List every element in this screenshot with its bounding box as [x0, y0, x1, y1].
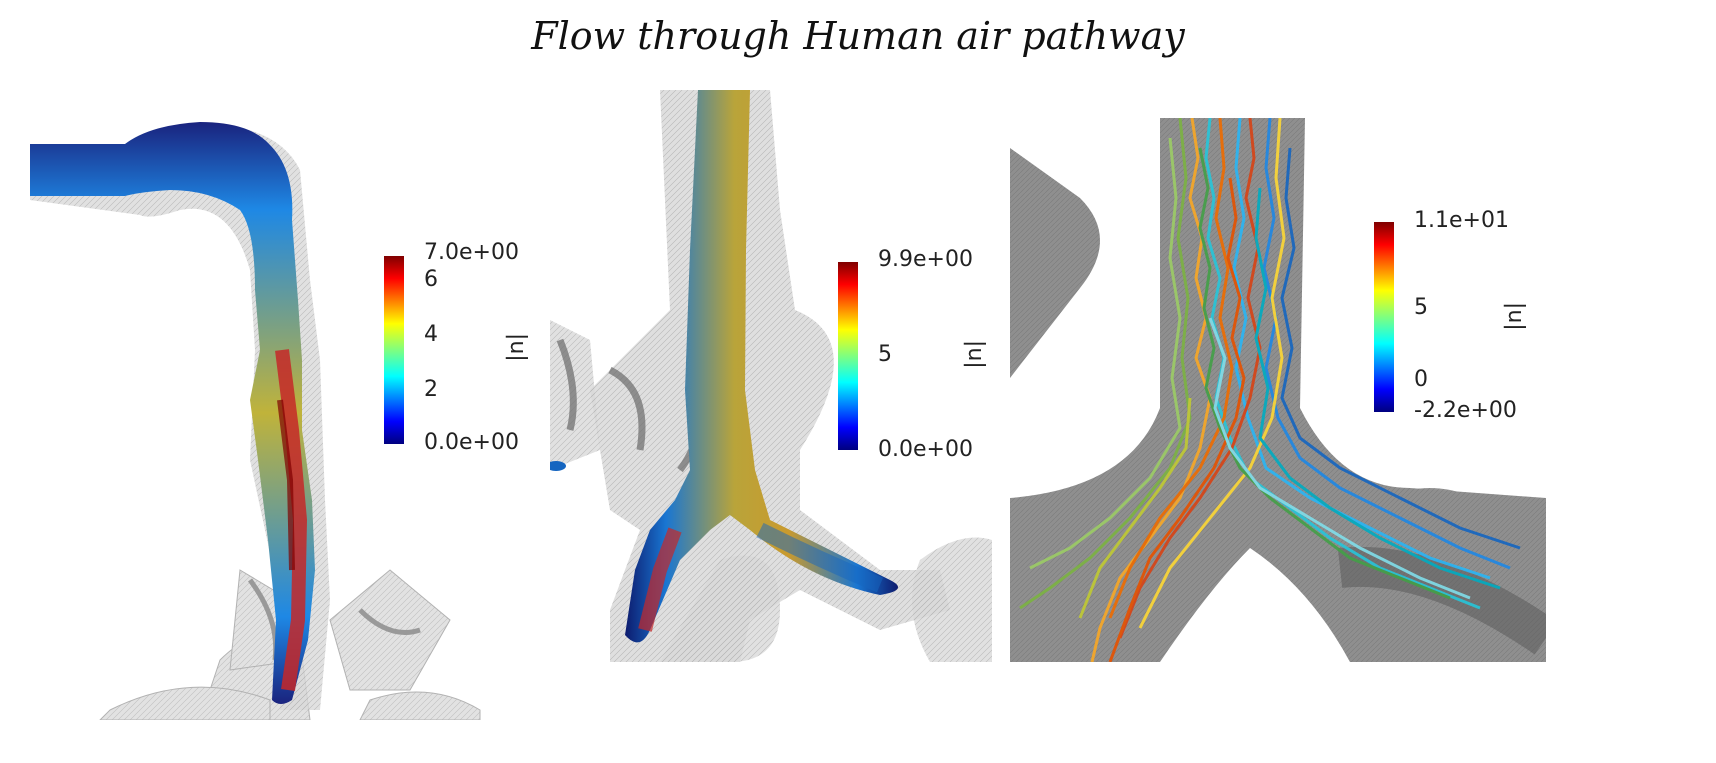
left-velocity-field	[30, 122, 315, 704]
middle-colorbar-title: |u|	[963, 340, 988, 369]
left-panel-render	[30, 100, 550, 720]
left-colorbar-tick-2: 2	[424, 377, 438, 402]
left-colorbar-tick-max: 7.0e+00	[424, 240, 519, 265]
right-colorbar-tick-5: 5	[1414, 295, 1428, 320]
left-colorbar-title: |u|	[505, 333, 530, 362]
left-colorbar-tick-min: 0.0e+00	[424, 430, 519, 455]
middle-velocity-field	[625, 90, 898, 643]
left-colorbar-tick-6: 6	[424, 267, 438, 292]
middle-airway-image	[550, 90, 992, 662]
right-colorbar	[1374, 222, 1394, 412]
right-colorbar-tick-max: 1.1e+01	[1414, 208, 1509, 233]
left-airway-image	[30, 122, 481, 720]
middle-colorbar-tick-min: 0.0e+00	[878, 437, 973, 462]
right-airway-image	[1010, 118, 1546, 662]
figure-title: Flow through Human air pathway	[531, 14, 1185, 58]
right-panel-render	[1010, 118, 1546, 662]
middle-colorbar	[838, 262, 858, 450]
middle-colorbar-tick-5: 5	[878, 342, 892, 367]
right-colorbar-tick-min: -2.2e+00	[1414, 398, 1517, 423]
middle-colorbar-tick-max: 9.9e+00	[878, 247, 973, 272]
middle-panel-render	[550, 90, 992, 662]
left-colorbar	[384, 256, 404, 444]
right-colorbar-title: |u|	[1503, 302, 1528, 331]
left-colorbar-tick-4: 4	[424, 322, 438, 347]
right-streamlines	[1019, 118, 1521, 662]
right-colorbar-tick-0: 0	[1414, 367, 1428, 392]
